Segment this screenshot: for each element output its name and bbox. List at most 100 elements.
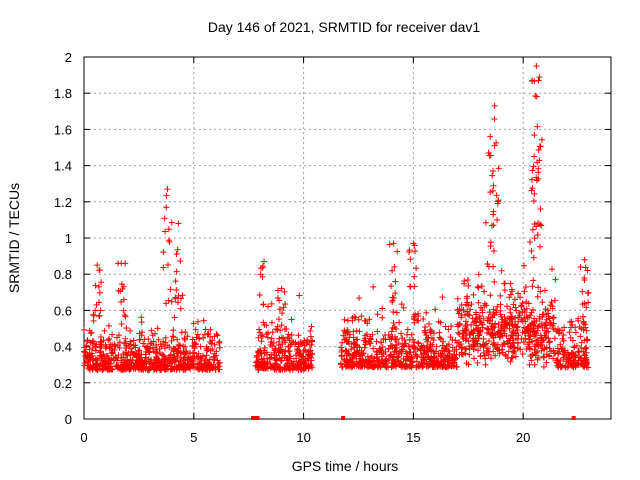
- data-point: [584, 267, 591, 274]
- data-point: [461, 280, 468, 287]
- data-point: [432, 306, 439, 313]
- data-point: [288, 359, 295, 366]
- data-point: [549, 315, 556, 322]
- data-point: [442, 323, 449, 330]
- data-point: [475, 347, 482, 354]
- data-point: [265, 303, 272, 310]
- data-point: [420, 315, 427, 322]
- data-point: [160, 352, 167, 359]
- data-point: [367, 335, 374, 342]
- data-point: [415, 339, 422, 346]
- y-tick-label: 0.6: [54, 303, 72, 318]
- data-point: [392, 336, 399, 343]
- data-point: [294, 346, 301, 353]
- data-point: [342, 348, 349, 355]
- data-point: [427, 355, 434, 362]
- data-point: [545, 313, 552, 320]
- data-point: [170, 347, 177, 354]
- data-point: [528, 247, 535, 254]
- data-point: [204, 346, 211, 353]
- data-point: [461, 346, 468, 353]
- data-point: [273, 355, 280, 362]
- data-point: [499, 349, 506, 356]
- y-tick-label: 1.2: [54, 195, 72, 210]
- data-point: [86, 346, 93, 353]
- data-point: [269, 362, 276, 369]
- data-point: [529, 185, 536, 192]
- data-point: [456, 321, 463, 328]
- data-point: [465, 338, 472, 345]
- data-point: [485, 349, 492, 356]
- data-point: [567, 334, 574, 341]
- data-point: [466, 351, 473, 358]
- data-point: [259, 263, 266, 270]
- data-point: [475, 324, 482, 331]
- data-point: [170, 334, 177, 341]
- data-point: [523, 305, 530, 312]
- data-point: [197, 364, 204, 371]
- data-point: [132, 352, 139, 359]
- data-point: [487, 189, 494, 196]
- data-point: [379, 344, 386, 351]
- data-point: [283, 365, 290, 372]
- data-point: [189, 336, 196, 343]
- data-point: [278, 285, 285, 292]
- data-point: [118, 321, 125, 328]
- data-point: [90, 317, 97, 324]
- data-point: [551, 297, 558, 304]
- data-point: [489, 321, 496, 328]
- data-point: [575, 348, 582, 355]
- data-point: [506, 322, 513, 329]
- data-point: [468, 301, 475, 308]
- data-point: [445, 364, 452, 371]
- data-point: [154, 359, 161, 366]
- data-point: [567, 361, 574, 368]
- data-point: [456, 330, 463, 337]
- data-point: [513, 307, 520, 314]
- y-axis-label: SRMTID / TECUs: [6, 183, 22, 293]
- data-point: [477, 343, 484, 350]
- data-point: [497, 307, 504, 314]
- data-point: [448, 363, 455, 370]
- y-tick-label: 0: [65, 412, 72, 427]
- x-tick-label: 0: [80, 430, 87, 445]
- data-point: [398, 301, 405, 308]
- data-point: [455, 310, 462, 317]
- data-point: [487, 292, 494, 299]
- data-point: [585, 289, 592, 296]
- data-point: [430, 360, 437, 367]
- data-point: [298, 356, 305, 363]
- data-point: [168, 337, 175, 344]
- data-point: [470, 330, 477, 337]
- data-point: [542, 287, 549, 294]
- data-point: [165, 226, 172, 233]
- data-point: [354, 347, 361, 354]
- data-point: [171, 314, 178, 321]
- data-point: [531, 190, 538, 197]
- data-point: [559, 351, 566, 358]
- data-point: [476, 331, 483, 338]
- data-point: [167, 352, 174, 359]
- data-point: [512, 304, 519, 311]
- data-point: [204, 331, 211, 338]
- data-point: [391, 263, 398, 270]
- data-point: [160, 264, 167, 271]
- data-point: [258, 332, 265, 339]
- data-point: [404, 350, 411, 357]
- data-point: [560, 337, 567, 344]
- data-point: [499, 316, 506, 323]
- data-point: [583, 327, 590, 334]
- data-point: [542, 306, 549, 313]
- data-point: [190, 349, 197, 356]
- data-point: [402, 356, 409, 363]
- data-point: [279, 310, 286, 317]
- data-point: [150, 348, 157, 355]
- data-point: [527, 238, 534, 245]
- data-point: [424, 343, 431, 350]
- data-point: [280, 335, 287, 342]
- data-point: [203, 352, 210, 359]
- data-point: [216, 359, 223, 366]
- data-point: [276, 306, 283, 313]
- data-point: [97, 352, 104, 359]
- data-point: [359, 350, 366, 357]
